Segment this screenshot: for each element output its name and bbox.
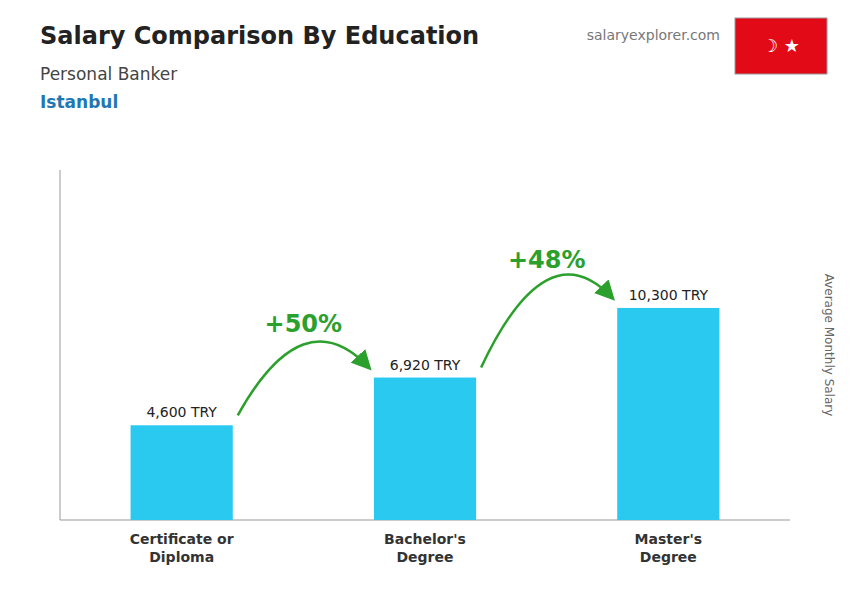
city: Istanbul <box>40 92 118 112</box>
x-tick-label-line: Diploma <box>149 549 214 565</box>
value-label: 10,300 TRY <box>629 287 709 303</box>
flag-box <box>735 18 827 74</box>
value-label: 4,600 TRY <box>146 404 217 420</box>
bars <box>131 308 720 520</box>
source: salaryexplorer.com <box>587 27 720 43</box>
x-tick-label: Certificate or Diploma <box>130 531 234 565</box>
x-tick-label-line: Bachelor's <box>384 531 466 547</box>
annotation: +48% <box>508 246 586 274</box>
bar <box>374 378 476 520</box>
x-tick-label: Bachelor's Degree <box>384 531 466 565</box>
subtitle: Personal Banker <box>40 64 177 84</box>
bar <box>131 425 233 520</box>
y-axis-label: Average Monthly Salary <box>822 274 836 417</box>
bar <box>617 308 719 520</box>
y-axis-line <box>60 170 61 520</box>
page: {"chart_data": {"type": "bar", "title": … <box>0 0 850 606</box>
annotation: +50% <box>265 310 343 338</box>
x-tick-label-line: Degree <box>396 549 453 565</box>
arrow <box>481 275 612 368</box>
x-tick-label-line: Master's <box>635 531 702 547</box>
x-tick-label-line: Certificate or <box>130 531 234 547</box>
chart: Salary Comparison By Education Personal B… <box>0 0 850 606</box>
title: Salary Comparison By Education <box>40 22 479 50</box>
value-label: 6,920 TRY <box>390 357 461 373</box>
x-tick-label: Master's Degree <box>635 531 702 565</box>
arrow <box>238 341 369 415</box>
flag-text: ☽ ★ <box>762 35 800 56</box>
x-tick-label-line: Degree <box>640 549 697 565</box>
